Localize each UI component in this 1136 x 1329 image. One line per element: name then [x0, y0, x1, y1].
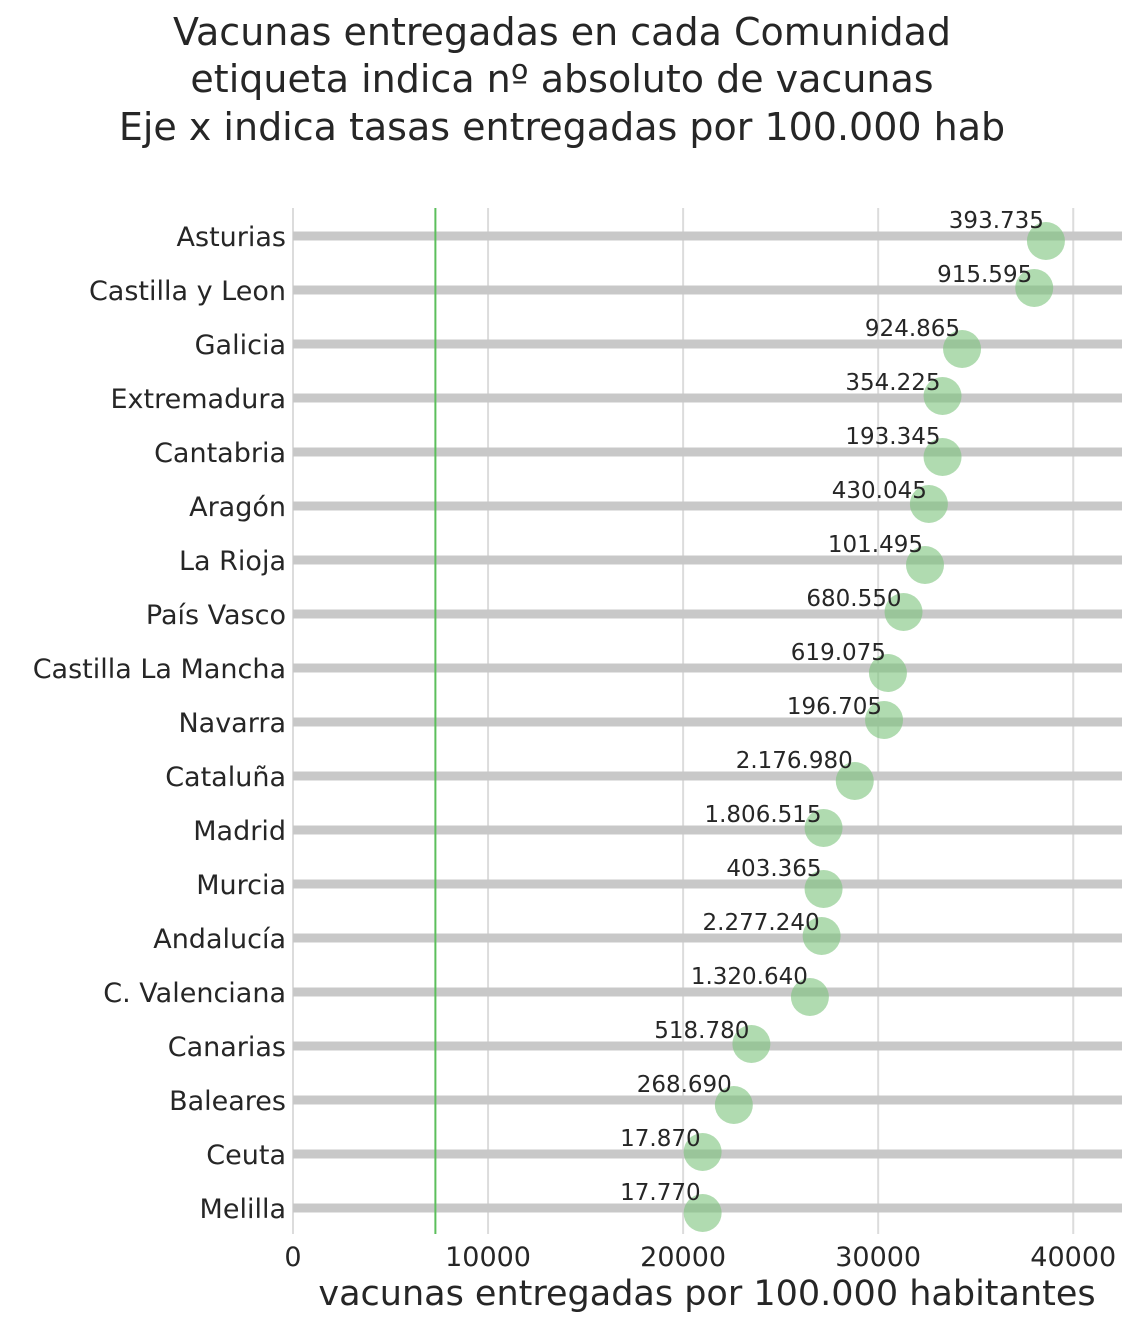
- data-label: 1.320.640: [691, 964, 808, 990]
- category-label: La Rioja: [179, 546, 286, 577]
- category-label: C. Valenciana: [103, 978, 286, 1009]
- data-label: 518.780: [654, 1018, 749, 1044]
- category-label: Melilla: [200, 1194, 286, 1225]
- category-label: Cataluña: [165, 762, 286, 793]
- category-label: Ceuta: [206, 1140, 286, 1171]
- category-label: Murcia: [196, 870, 286, 901]
- data-label: 2.176.980: [736, 748, 853, 774]
- data-label: 915.595: [937, 262, 1032, 288]
- data-label: 619.075: [791, 640, 886, 666]
- x-tick-label: 10000: [445, 1242, 531, 1273]
- x-axis-label: vacunas entregadas por 100.000 habitante…: [318, 1274, 1095, 1314]
- data-label: 268.690: [637, 1072, 732, 1098]
- data-label: 2.277.240: [703, 910, 820, 936]
- category-label: Extremadura: [111, 384, 287, 415]
- data-label: 403.365: [726, 856, 821, 882]
- data-label: 924.865: [865, 316, 960, 342]
- x-tick-label: 0: [284, 1242, 301, 1273]
- category-label: Canarias: [168, 1032, 286, 1063]
- data-label: 680.550: [806, 586, 901, 612]
- category-bars: [293, 236, 1122, 1208]
- category-labels: Asturias Castilla y Leon Galicia Extremadur…: [33, 222, 286, 1225]
- category-label: Galicia: [195, 330, 286, 361]
- category-label: Andalucía: [153, 924, 286, 955]
- x-tick-label: 40000: [1030, 1242, 1116, 1273]
- x-tick-label: 30000: [835, 1242, 921, 1273]
- category-label: Asturias: [177, 222, 286, 253]
- x-tick-label: 20000: [640, 1242, 726, 1273]
- category-label: Madrid: [193, 816, 286, 847]
- data-label: 196.705: [787, 694, 882, 720]
- category-label: Aragón: [189, 492, 286, 523]
- x-axis-ticks: 0 10000 20000 30000 40000: [284, 1242, 1116, 1273]
- data-label: 101.495: [828, 532, 923, 558]
- data-label: 1.806.515: [704, 802, 821, 828]
- data-label: 430.045: [832, 478, 927, 504]
- data-label: 17.870: [620, 1126, 700, 1152]
- chart-title-line-3: Eje x indica tasas entregadas por 100.00…: [119, 105, 1005, 149]
- chart-title-line-2: etiqueta indica nº absoluto de vacunas: [190, 57, 933, 101]
- data-label: 193.345: [845, 424, 940, 450]
- category-label: Baleares: [169, 1086, 286, 1117]
- chart-title-line-1: Vacunas entregadas en cada Comunidad: [173, 10, 951, 54]
- category-label: Cantabria: [154, 438, 286, 469]
- category-label: Navarra: [178, 708, 286, 739]
- data-label: 17.770: [620, 1180, 700, 1206]
- category-label: Castilla La Mancha: [33, 654, 286, 685]
- data-label: 354.225: [845, 370, 940, 396]
- category-label: Castilla y Leon: [89, 276, 286, 307]
- data-label: 393.735: [949, 208, 1044, 234]
- category-label: País Vasco: [146, 600, 286, 631]
